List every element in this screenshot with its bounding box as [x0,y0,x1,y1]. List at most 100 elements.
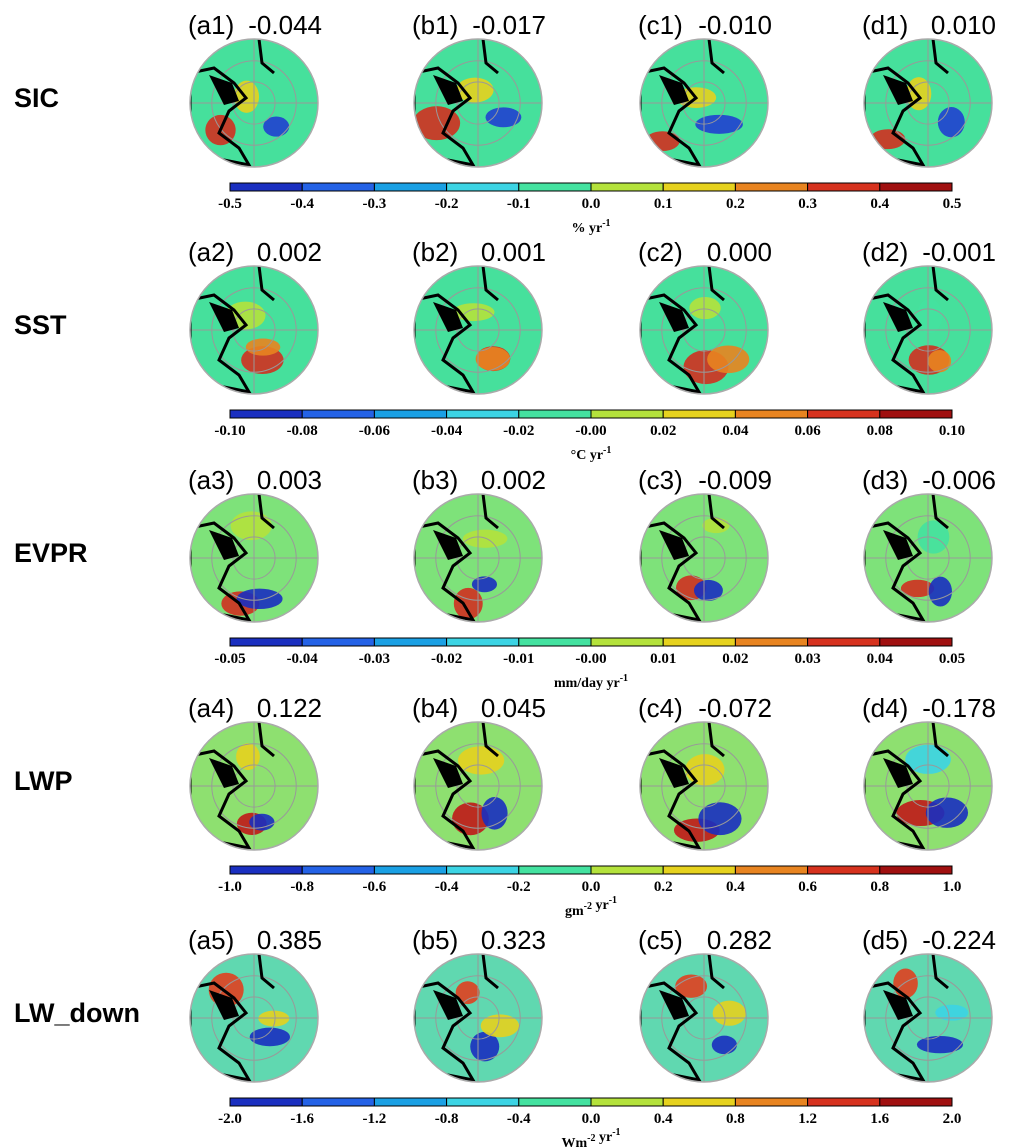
coast [707,722,725,758]
map-anomaly [707,345,750,374]
colorbar-segment [518,182,592,192]
colorbar-tick-label: 1.0 [943,879,962,895]
colorbar-segment [301,182,375,192]
colorbar-segment [518,1097,592,1107]
colorbar-segment [518,637,592,647]
colorbar-tick-label: 0.06 [794,423,821,439]
panel-value: 0.002 [481,465,546,495]
colorbar-unit: mm/day yr-1 [554,673,628,691]
colorbar-tick-label: -0.4 [507,1111,531,1127]
colorbar-segment [734,409,809,419]
greenland [883,302,913,332]
map-anomaly [462,529,508,548]
panel-label: (c4) [638,693,683,723]
colorbar-segment [734,637,809,647]
colorbar-segment [229,182,303,192]
colorbar-segment [807,865,881,875]
colorbar-unit: °C yr-1 [571,445,612,463]
greenland [433,302,463,332]
coast [931,494,949,530]
map-border [413,493,543,623]
coast [707,266,725,302]
colorbar-segment [373,865,448,875]
map-border [189,265,319,395]
colorbar-segment [879,182,953,192]
unit-exponent: -1 [620,673,628,684]
greenland [209,530,239,560]
polar-map [190,266,318,394]
unit-exponent: -2 [587,1133,595,1144]
map-anomaly [485,107,522,128]
polar-map [414,954,542,1082]
polar-map [190,954,318,1082]
colorbar-segment [518,865,592,875]
map-border [863,38,993,168]
colorbar-tick-label: -0.10 [214,423,245,439]
colorbar-segment [301,409,375,419]
greenland [209,302,239,332]
colorbar-tick-label: 0.08 [867,423,893,439]
colorbar-tick-label: -1.6 [290,1111,314,1127]
panel-label: (c2) [638,237,683,267]
polar-map [414,266,542,394]
colorbar-tick-label: 0.1 [654,196,673,212]
unit-text: yr [595,1130,612,1145]
panel-value: -0.224 [922,925,996,955]
row-label: LW_down [14,998,140,1028]
greenland [433,530,463,560]
colorbar-tick-label: -0.02 [503,423,534,439]
map-anomaly [452,802,489,836]
panel-label: (a4) [188,693,234,723]
colorbar-segment [807,409,881,419]
greenland [883,530,913,560]
panel-value: -0.006 [922,465,996,495]
colorbar-tick-label: -0.3 [363,196,387,212]
colorbar-tick-label: -0.8 [290,879,314,895]
polar-map [414,722,542,850]
map-border [189,721,319,851]
colorbar-tick-label: 0.10 [939,423,965,439]
panel-value: -0.044 [248,10,322,40]
map-anomaly [457,746,505,775]
colorbar-segment [807,182,881,192]
colorbar-tick-label: -0.01 [503,651,534,667]
colorbar-segment [879,637,953,647]
panel-label: (d1) [862,10,908,40]
map-anomaly [928,576,953,607]
map-border [413,265,543,395]
coast [257,494,275,530]
colorbar-tick-label: -0.4 [290,196,314,212]
colorbar-segment [879,409,953,419]
coast [481,39,499,75]
colorbar-tick-label: -0.4 [435,879,459,895]
colorbar-tick-label: -0.6 [363,879,387,895]
colorbar-segment [807,1097,881,1107]
colorbar-segment [229,1097,303,1107]
map-border [863,493,993,623]
colorbar-tick-label: 0.4 [654,1111,673,1127]
polar-map [640,39,768,167]
coast [931,954,949,990]
map-anomaly [455,981,480,1005]
colorbar-tick-label: 0.01 [650,651,676,667]
panel-label: (b5) [412,925,458,955]
colorbar-segment [590,182,664,192]
colorbar-segment [662,182,736,192]
panel-value: 0.282 [707,925,772,955]
row-label: EVPR [14,538,88,568]
colorbar-tick-label: 0.05 [939,651,965,667]
panel-value: 0.000 [707,237,772,267]
colorbar-segment [662,637,736,647]
unit-text: Wm [561,1136,587,1148]
map-anomaly [698,802,742,836]
colorbar-unit: gm-2 yr-1 [565,895,617,919]
panel-value: 0.002 [257,237,322,267]
greenland [659,75,689,105]
map-anomaly [645,131,680,152]
map-border [189,493,319,623]
unit-text: mm/day yr [554,676,620,691]
map-border [413,38,543,168]
greenland [433,75,463,105]
colorbar-segment [229,865,303,875]
